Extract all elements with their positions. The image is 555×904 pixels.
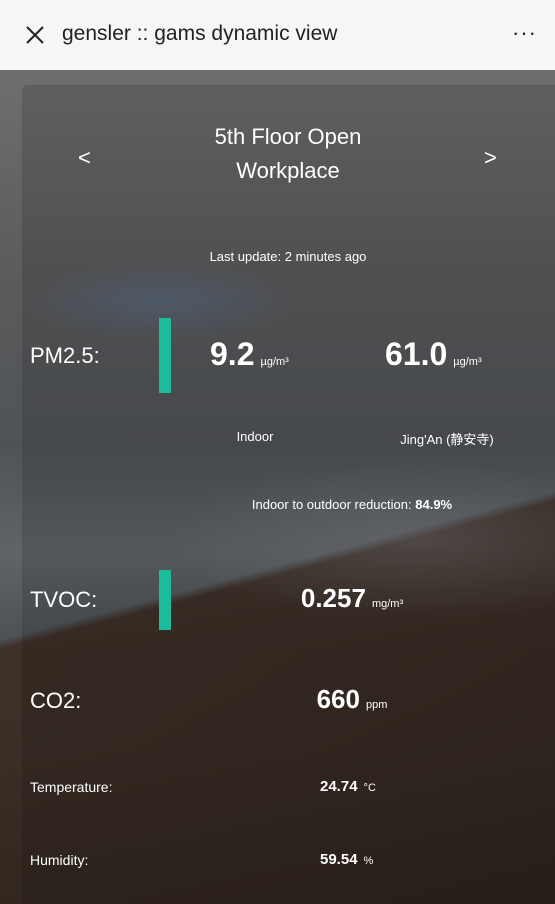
value: 24.74 — [320, 778, 358, 795]
app-title: gensler :: gams dynamic view — [62, 22, 337, 46]
location-title: 5th Floor Open Workplace — [168, 120, 408, 188]
value: 9.2 — [210, 336, 254, 372]
tvoc-label: TVOC: — [30, 587, 97, 613]
last-update: Last update: 2 minutes ago — [210, 249, 367, 264]
value: 59.54 — [320, 851, 358, 868]
unit: µg/m³ — [260, 356, 288, 368]
indoor-label: Indoor — [237, 429, 274, 444]
screen: gensler :: gams dynamic view ··· < > 5th… — [0, 0, 555, 904]
prev-button[interactable]: < — [78, 145, 91, 171]
pm25-indicator — [159, 318, 171, 393]
value: 61.0 — [385, 336, 447, 372]
pm25-label: PM2.5: — [30, 343, 100, 369]
pm25-indoor: 9.2 µg/m³ — [210, 336, 289, 373]
unit: ppm — [366, 699, 387, 711]
unit: µg/m³ — [453, 356, 481, 368]
pm25-outdoor: 61.0 µg/m³ — [385, 336, 482, 373]
reduction: Indoor to outdoor reduction: 84.9% — [252, 497, 452, 512]
value: 0.257 — [301, 583, 366, 613]
close-button[interactable] — [26, 26, 44, 44]
value: 84.9% — [415, 497, 452, 512]
co2-reading: 660 ppm — [317, 684, 388, 715]
more-menu[interactable]: ··· — [512, 20, 537, 46]
value: 660 — [317, 684, 360, 714]
temperature-label: Temperature: — [30, 779, 112, 795]
unit: °C — [364, 782, 376, 794]
label: Indoor to outdoor reduction: — [252, 497, 412, 512]
outdoor-label: Jing'An (静安寺) — [400, 429, 494, 448]
humidity-reading: 59.54% — [320, 851, 373, 868]
tvoc-reading: 0.257 mg/m³ — [301, 583, 403, 614]
co2-label: CO2: — [30, 688, 81, 714]
humidity-label: Humidity: — [30, 852, 88, 868]
title-bar: gensler :: gams dynamic view ··· — [0, 0, 555, 70]
next-button[interactable]: > — [484, 145, 497, 171]
unit: mg/m³ — [372, 598, 403, 610]
unit: % — [364, 855, 374, 867]
tvoc-indicator — [159, 570, 171, 630]
temperature-reading: 24.74 °C — [320, 778, 376, 795]
